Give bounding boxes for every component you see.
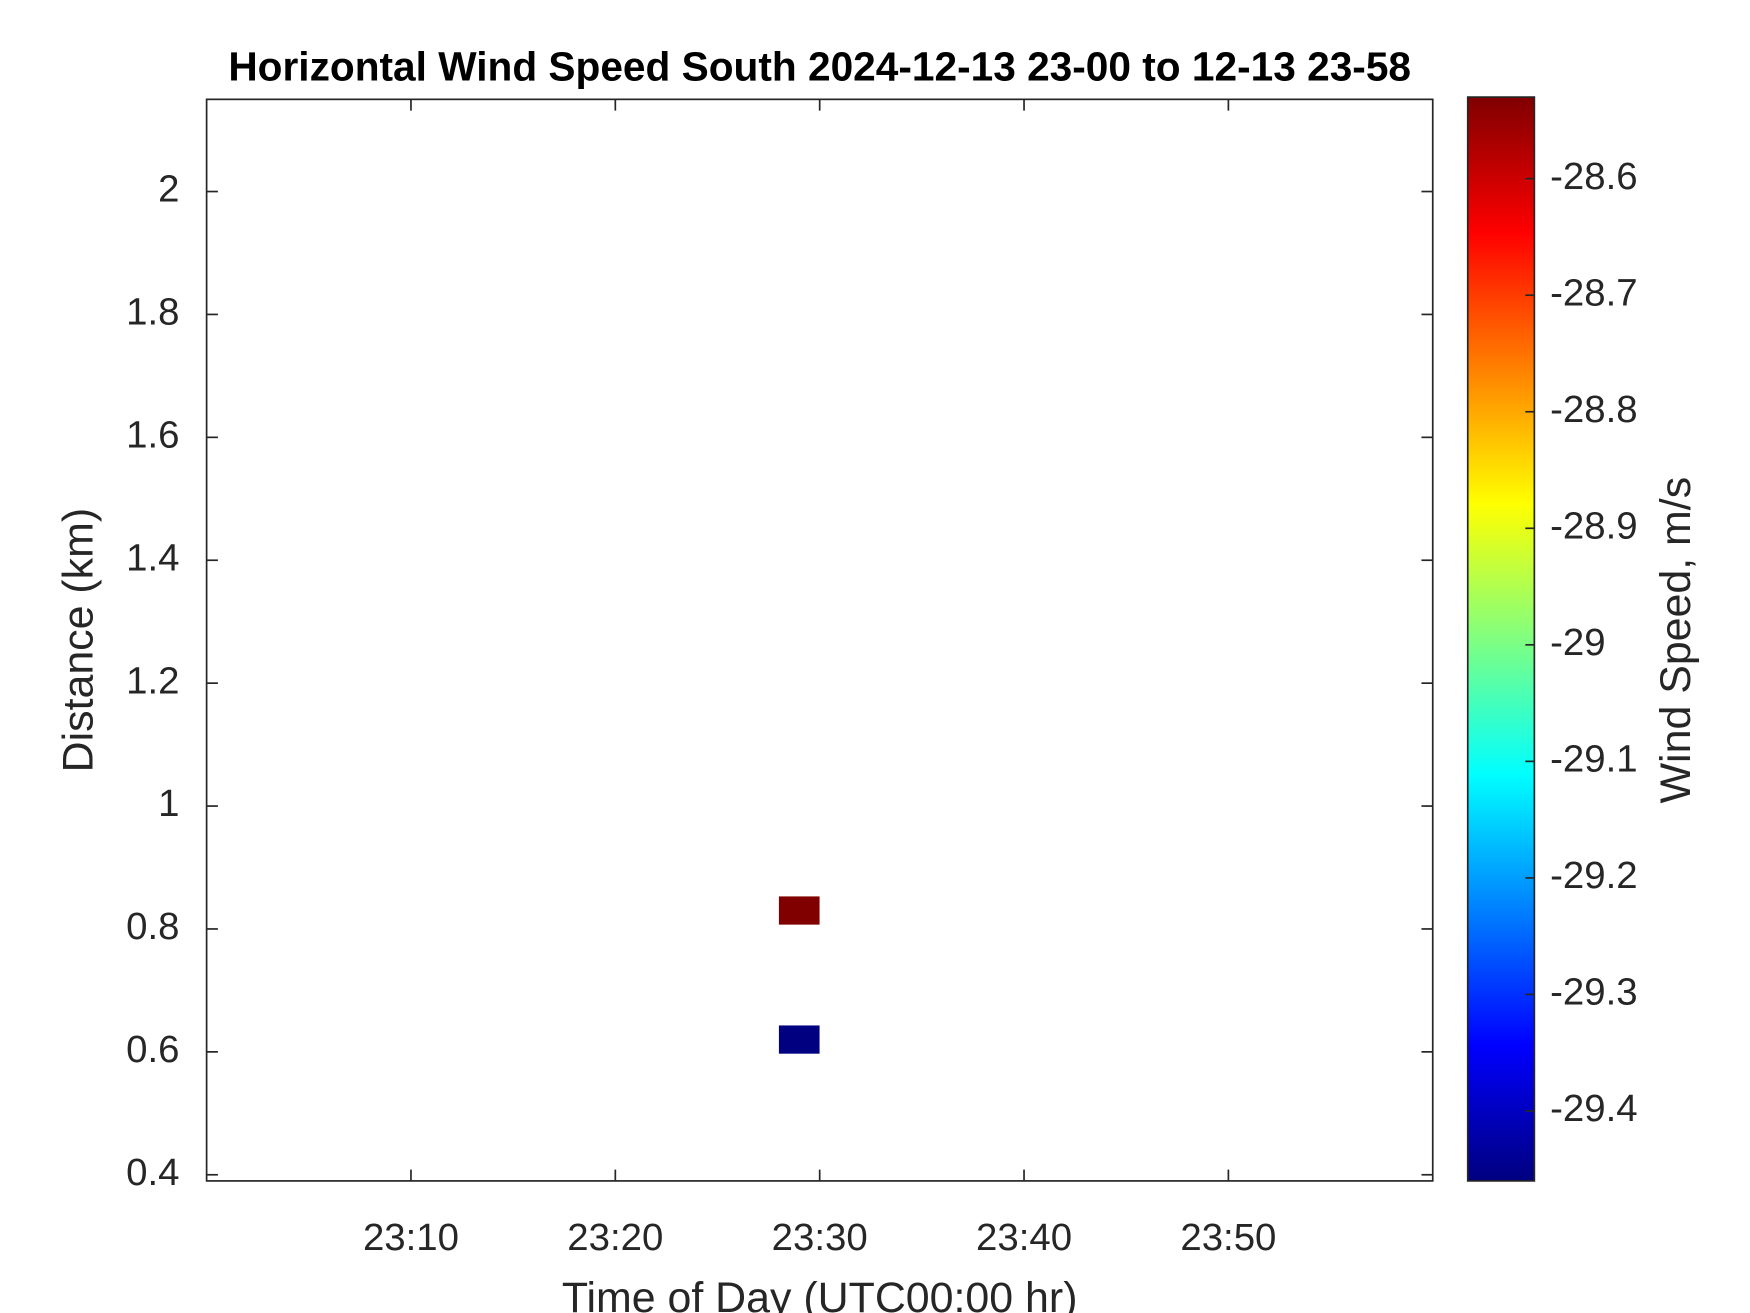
- chart-title: Horizontal Wind Speed South 2024-12-13 2…: [228, 44, 1411, 90]
- x-tick-label: 23:10: [363, 1216, 459, 1259]
- colorbar-label: Wind Speed, m/s: [1652, 477, 1700, 804]
- x-tick-label: 23:40: [976, 1216, 1072, 1259]
- y-tick-label: 0.8: [126, 905, 179, 948]
- y-tick-label: 1.8: [126, 291, 179, 334]
- colorbar-tick-label: -29.4: [1550, 1087, 1637, 1130]
- x-tick-label: 23:50: [1180, 1216, 1276, 1259]
- colorbar-tick-label: -28.9: [1550, 504, 1637, 547]
- y-axis-label: Distance (km): [55, 508, 103, 773]
- y-tick-label: 1.6: [126, 413, 179, 456]
- colorbar-tick-label: -28.7: [1550, 271, 1637, 314]
- heatmap-cell: [778, 1025, 820, 1054]
- colorbar-tick-label: -29.3: [1550, 971, 1637, 1014]
- y-tick-label: 0.6: [126, 1028, 179, 1071]
- x-tick-label: 23:30: [772, 1216, 868, 1259]
- plot-area: [205, 98, 1434, 1182]
- y-tick-label: 0.4: [126, 1151, 179, 1194]
- colorbar: [1466, 96, 1536, 1182]
- y-tick-label: 2: [158, 168, 179, 211]
- y-tick-label: 1.2: [126, 659, 179, 702]
- x-axis-label: Time of Day (UTC00:00 hr): [562, 1274, 1078, 1313]
- heatmap-cell: [778, 896, 820, 925]
- colorbar-tick-label: -28.6: [1550, 155, 1637, 198]
- y-tick-label: 1: [158, 782, 179, 825]
- y-tick-label: 1.4: [126, 536, 179, 579]
- x-tick-label: 23:20: [567, 1216, 663, 1259]
- colorbar-tick-label: -29: [1550, 621, 1605, 664]
- colorbar-tick-label: -29.1: [1550, 738, 1637, 781]
- colorbar-tick-label: -28.8: [1550, 388, 1637, 431]
- colorbar-tick-label: -29.2: [1550, 854, 1637, 897]
